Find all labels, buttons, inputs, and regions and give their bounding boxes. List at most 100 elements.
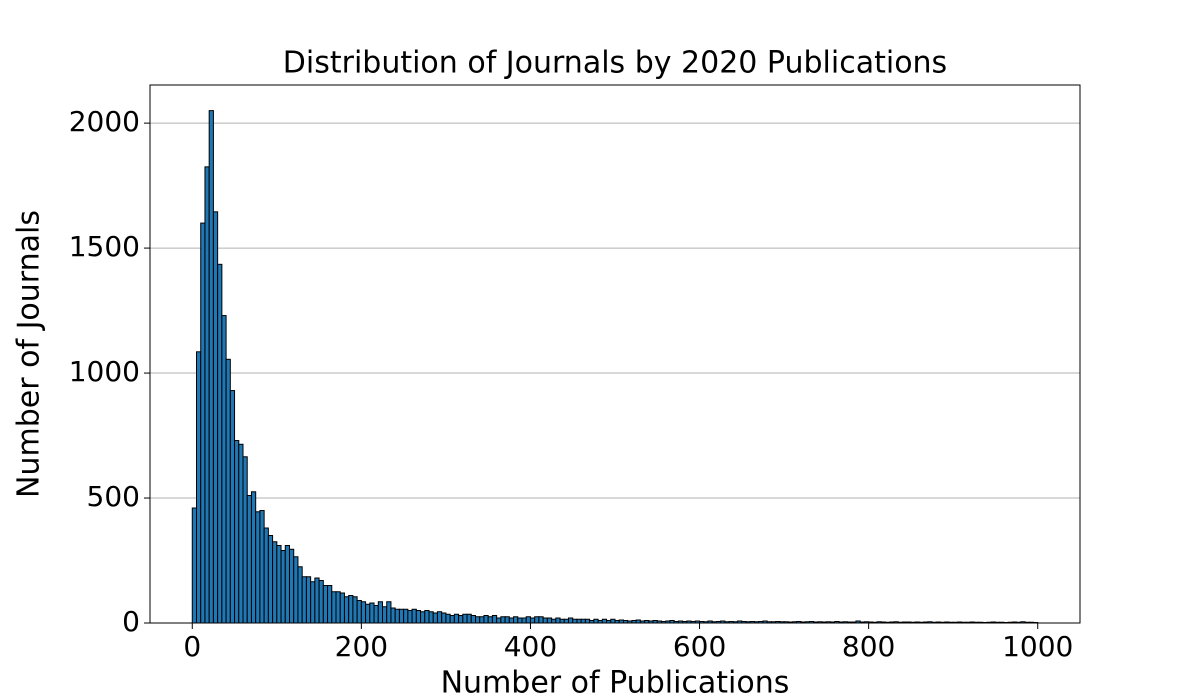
histogram-bar (542, 617, 548, 624)
histogram-bar (593, 618, 599, 624)
histogram-bar (610, 618, 616, 624)
histogram-bar (234, 440, 240, 624)
histogram-bar (377, 601, 384, 624)
histogram-bar (475, 616, 481, 624)
histogram-bar (348, 595, 354, 624)
histogram-bar (411, 608, 417, 624)
histogram-bar (297, 566, 303, 624)
histogram-bar (458, 615, 464, 624)
histogram-bar (555, 617, 561, 624)
histogram-bar (335, 591, 341, 624)
histogram-bar (390, 607, 396, 624)
histogram-bar (453, 613, 460, 624)
histogram-bar (403, 608, 409, 624)
histogram-bar (559, 618, 565, 624)
histogram-bar (204, 166, 210, 624)
histogram-bar (513, 616, 519, 624)
histogram-bar (250, 491, 257, 624)
histogram-bar (246, 495, 252, 624)
histogram-bar (479, 616, 485, 624)
y-tick-label: 1500 (69, 230, 140, 263)
histogram-bar (466, 613, 472, 624)
histogram-bar (445, 613, 451, 624)
histogram-bar (229, 390, 236, 624)
x-tick-label: 0 (183, 630, 201, 663)
y-tick-label: 1000 (69, 355, 140, 388)
histogram-bar (432, 612, 438, 624)
histogram-bar (221, 315, 227, 624)
histogram-bar (280, 550, 286, 624)
histogram-bar (200, 222, 206, 624)
histogram-bar (339, 592, 345, 624)
histogram-bar (322, 585, 329, 624)
histogram-bar (415, 610, 422, 624)
histogram-bar (272, 541, 278, 624)
histogram-bar (500, 616, 506, 624)
x-tick-label: 600 (673, 630, 726, 663)
histogram-bar (470, 615, 477, 624)
histogram-bar (369, 602, 375, 624)
histogram-bar (420, 611, 426, 624)
histogram-bar (529, 617, 536, 624)
histogram-bar (568, 617, 574, 624)
histogram-bar (352, 596, 358, 624)
histogram-bar (382, 606, 388, 624)
histogram-bar (196, 351, 202, 624)
histogram-bar (238, 443, 244, 624)
histogram-bar (504, 616, 510, 624)
histogram-bar (301, 576, 307, 624)
histogram-bar (356, 600, 362, 624)
histogram-bar (496, 617, 502, 624)
histogram-bar (208, 110, 214, 624)
x-tick-label: 1000 (1002, 630, 1073, 663)
histogram-bar (538, 616, 544, 624)
histogram-bar (576, 618, 582, 624)
histogram-bar (398, 608, 405, 624)
histogram-bar (394, 608, 400, 624)
y-tick-label: 2000 (69, 105, 140, 138)
histogram-bar (601, 618, 608, 624)
histogram-bar (289, 548, 295, 624)
y-tick-label: 500 (87, 480, 140, 513)
histogram-bar (242, 456, 248, 624)
plot-frame (149, 84, 1081, 624)
histogram-bar (331, 591, 337, 624)
histogram-bar (386, 601, 392, 624)
histogram-bar (462, 613, 468, 624)
histogram-bar (436, 611, 443, 624)
chart-title: Distribution of Journals by 2020 Publica… (283, 46, 947, 81)
histogram-bar (259, 510, 265, 624)
histogram-bar (563, 618, 569, 624)
histogram-bar (284, 545, 291, 624)
histogram-bar (441, 612, 447, 624)
x-tick-label: 800 (842, 630, 895, 663)
histogram-bar (572, 618, 578, 624)
histogram-bar (424, 610, 430, 624)
y-tick-label: 0 (122, 605, 140, 638)
histogram-bar (255, 511, 261, 624)
histogram-bar (580, 618, 586, 624)
histogram-bar (365, 603, 371, 624)
histogram-bar (343, 596, 350, 624)
histogram-bar (212, 211, 219, 624)
x-axis-label: Number of Publications (441, 666, 790, 700)
histogram-bar (483, 615, 489, 624)
histogram-bar (551, 618, 557, 624)
histogram-bar (517, 617, 523, 624)
y-axis-label: Number of Journals (12, 210, 47, 498)
histogram-bar (491, 615, 498, 624)
histogram-bar (546, 617, 553, 624)
histogram-bar (360, 601, 367, 624)
histogram-bar (217, 263, 223, 624)
histogram-bar (225, 358, 231, 624)
histogram-bar (263, 527, 269, 624)
x-tick-label: 200 (335, 630, 388, 663)
histogram-bar (293, 556, 299, 624)
x-tick-label: 400 (504, 630, 557, 663)
histogram-bar (407, 610, 413, 624)
histogram-bar (191, 507, 197, 624)
histogram-bar (327, 585, 333, 624)
histogram-bar (428, 611, 434, 624)
histogram-bar (525, 616, 531, 624)
